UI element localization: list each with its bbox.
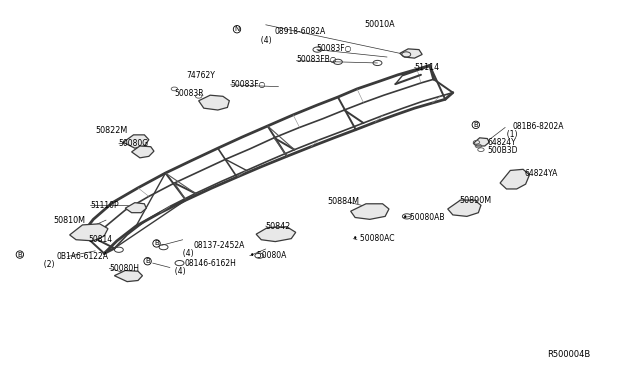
Text: 64824YA: 64824YA	[524, 169, 557, 177]
Text: 51110P: 51110P	[90, 201, 119, 210]
Text: 50010A: 50010A	[365, 20, 396, 29]
Text: • 50080AB: • 50080AB	[403, 213, 445, 222]
Text: 50842: 50842	[266, 221, 291, 231]
Polygon shape	[125, 203, 147, 213]
Text: (4): (4)	[256, 36, 272, 45]
Text: • 50080AC: • 50080AC	[353, 234, 395, 243]
Polygon shape	[448, 200, 481, 217]
Polygon shape	[351, 204, 389, 219]
Text: 50083F○: 50083F○	[230, 80, 266, 89]
Text: 500B3D: 500B3D	[487, 145, 518, 154]
Text: B: B	[154, 240, 159, 246]
Text: • 50080A: • 50080A	[250, 251, 286, 260]
Polygon shape	[70, 224, 108, 241]
Polygon shape	[256, 227, 296, 241]
Polygon shape	[124, 135, 149, 148]
Text: 50083F○: 50083F○	[317, 44, 352, 53]
Text: 08918-6082A: 08918-6082A	[274, 26, 325, 36]
Polygon shape	[473, 138, 489, 146]
Text: 51114: 51114	[415, 63, 440, 72]
Polygon shape	[132, 146, 154, 158]
Text: (1): (1)	[502, 130, 518, 140]
Text: 50810M: 50810M	[53, 216, 85, 225]
Polygon shape	[400, 49, 422, 58]
Text: 50884M: 50884M	[328, 197, 360, 206]
Text: 50890M: 50890M	[460, 196, 492, 205]
Text: B: B	[145, 258, 150, 264]
Text: 50822M: 50822M	[95, 126, 127, 135]
Text: 08146-6162H: 08146-6162H	[184, 259, 237, 267]
Text: 081B6-8202A: 081B6-8202A	[513, 122, 564, 131]
Polygon shape	[198, 95, 229, 110]
Text: 50083R: 50083R	[174, 89, 204, 98]
Text: B: B	[474, 122, 478, 128]
Text: (4): (4)	[178, 249, 194, 258]
Text: 50080H: 50080H	[109, 264, 140, 273]
Text: 08137-2452A: 08137-2452A	[193, 241, 245, 250]
Text: 0B1A6-6122A: 0B1A6-6122A	[57, 252, 109, 261]
Polygon shape	[115, 270, 143, 282]
Text: 50814: 50814	[89, 235, 113, 244]
Text: 74762Y: 74762Y	[186, 71, 215, 80]
Text: 50083FB○: 50083FB○	[296, 55, 337, 64]
Polygon shape	[500, 169, 529, 189]
Text: (2): (2)	[39, 260, 54, 269]
Text: B: B	[17, 251, 22, 257]
Text: (4): (4)	[170, 267, 186, 276]
Text: 64824Y: 64824Y	[487, 138, 516, 147]
Text: N: N	[234, 26, 239, 32]
Text: R500004B: R500004B	[547, 350, 590, 359]
Text: 50080G: 50080G	[119, 139, 149, 148]
